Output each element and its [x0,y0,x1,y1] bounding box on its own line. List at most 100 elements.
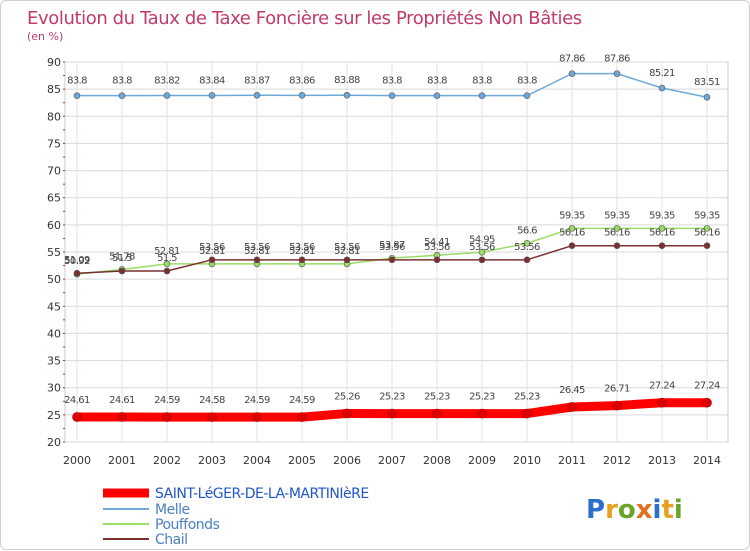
data-label: 24.59 [244,395,270,406]
data-label: 87.86 [604,54,630,65]
data-point [73,92,81,99]
x-tick-label: 2002 [153,454,181,467]
data-label: 56.16 [694,228,720,239]
y-tick-label: 35 [47,355,61,368]
legend-label: Pouffonds [155,517,220,533]
data-point [253,256,261,264]
data-label: 54.95 [469,234,495,245]
data-label: 24.61 [64,395,90,406]
x-tick-label: 2007 [378,454,406,467]
data-point [433,92,441,99]
y-tick-label: 85 [47,83,61,96]
data-point [613,225,621,232]
y-tick-label: 45 [47,300,61,313]
data-label: 50.92 [64,256,90,267]
data-label: 83.8 [67,76,87,87]
data-label: 53.56 [244,242,270,253]
chart-subtitle: (en %) [27,30,63,43]
data-point [703,242,711,250]
data-point [252,412,262,422]
data-point [523,256,531,264]
data-label: 83.82 [154,76,180,87]
y-tick-label: 20 [47,436,61,449]
data-point [253,91,261,99]
data-point [163,92,171,99]
data-label: 83.84 [199,75,225,86]
data-point [703,93,711,101]
data-label: 83.8 [517,76,537,87]
data-label: 52.81 [289,246,315,257]
y-tick-label: 75 [47,137,61,150]
data-label: 53.87 [379,240,405,251]
data-point [298,92,306,99]
data-point [118,92,126,99]
data-label: 27.24 [694,381,720,392]
axes: 20 25 30 35 40 45 50 55 60 65 70 75 80 85 90 2000 2001 20… [47,56,721,467]
data-point [118,267,126,275]
data-label: 25.26 [334,391,360,402]
x-tick-label: 2010 [513,454,541,467]
data-label: 83.8 [472,76,492,87]
data-label: 59.35 [559,210,585,221]
legend-label: SAINT-LéGER-DE-LA-MARTINIèRE [155,486,369,502]
y-tick-label: 30 [47,382,61,395]
data-point [388,92,396,99]
data-point [703,225,711,232]
y-tick-label: 50 [47,273,61,286]
x-tick-label: 2001 [108,454,136,467]
data-point [388,256,396,264]
data-point [162,412,172,422]
x-tick-label: 2013 [648,454,676,467]
grid [64,61,729,443]
data-label: 85.21 [649,68,675,79]
chart-title: Evolution du Taux de Taxe Foncière sur l… [27,8,582,29]
data-point [72,412,82,422]
data-label: 52.81 [334,246,360,257]
data-point [432,408,442,419]
data-point [343,256,351,264]
data-point [207,412,217,422]
data-point [297,412,307,422]
data-point [702,397,712,408]
data-label: 83.88 [334,75,360,86]
data-label: 24.59 [154,395,180,406]
x-tick-label: 2012 [603,454,631,467]
data-point [117,412,127,422]
data-labels: 24.61 24.61 24.59 24.58 24.59 24.59 25.26 25.23… [64,54,720,407]
data-label: 51.5 [112,253,132,264]
data-label: 24.61 [109,395,135,406]
data-label: 59.35 [604,210,630,221]
data-label: 25.23 [379,392,405,403]
data-label: 26.71 [604,384,630,395]
data-point [658,225,666,232]
data-point [657,397,667,408]
data-label: 51.5 [157,253,177,264]
data-label: 53.56 [289,242,315,253]
y-tick-label: 40 [47,327,61,340]
x-tick-label: 2000 [63,454,91,467]
data-point [568,242,576,250]
data-point [342,408,352,419]
data-point [478,248,486,256]
y-tick-label: 70 [47,165,61,178]
data-label: 51.09 [64,255,90,266]
data-point [477,408,487,419]
data-point [523,240,531,247]
y-tick-label: 80 [47,110,61,123]
data-label: 54.41 [424,237,450,248]
data-label: 83.87 [244,75,270,86]
data-point [613,242,621,250]
data-point [478,256,486,264]
data-label: 83.86 [289,75,315,86]
legend-label: Melle [155,502,190,518]
data-label: 56.16 [559,228,585,239]
data-label: 83.8 [112,76,132,87]
data-label: 53.56 [424,242,450,253]
x-tick-label: 2005 [288,454,316,467]
data-point [567,402,577,412]
data-point [478,92,486,99]
data-point [658,84,666,92]
x-tick-label: 2014 [693,454,721,467]
logo-text: Proxiti [586,495,683,525]
data-label: 51.78 [109,251,135,262]
